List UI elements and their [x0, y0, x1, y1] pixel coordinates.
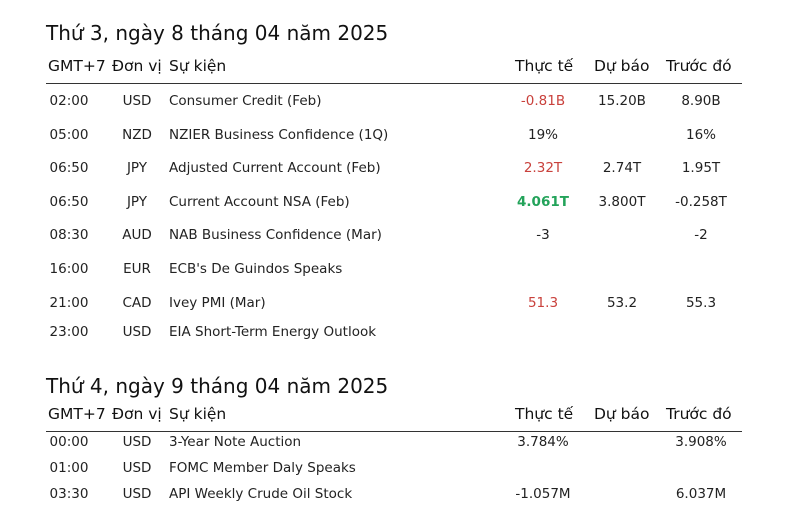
day-title: Thứ 4, ngày 9 tháng 04 năm 2025	[46, 374, 389, 398]
table-row: 21:00 CAD Ivey PMI (Mar) 51.3 53.2 55.3	[46, 295, 742, 315]
table-header: GMT+7 Đơn vị Sự kiện Thực tế Dự báo Trướ…	[46, 57, 742, 84]
event-time: 03:30	[49, 486, 89, 502]
event-name: Adjusted Current Account (Feb)	[169, 160, 381, 176]
event-time: 16:00	[49, 261, 89, 277]
event-currency: USD	[122, 93, 152, 109]
event-currency: EUR	[123, 261, 151, 277]
event-currency: NZD	[122, 127, 152, 143]
event-actual: 3.784%	[517, 434, 569, 450]
event-name: API Weekly Crude Oil Stock	[169, 486, 353, 502]
event-currency: AUD	[122, 227, 152, 243]
table-row: 16:00 EUR ECB's De Guindos Speaks	[46, 261, 742, 281]
event-time: 23:00	[49, 324, 89, 340]
event-name: ECB's De Guindos Speaks	[169, 261, 343, 277]
event-actual: 51.3	[527, 295, 559, 311]
event-time: 06:50	[49, 160, 89, 176]
event-currency: USD	[122, 324, 152, 340]
header-time: GMT+7	[48, 57, 106, 75]
event-name: NAB Business Confidence (Mar)	[169, 227, 382, 243]
event-actual: -1.057M	[515, 486, 571, 502]
header-forecast: Dự báo	[594, 57, 650, 75]
table-header: GMT+7 Đơn vị Sự kiện Thực tế Dự báo Trướ…	[46, 405, 742, 432]
event-previous: -2	[694, 227, 708, 243]
header-currency: Đơn vị	[112, 405, 162, 423]
event-name: 3-Year Note Auction	[169, 434, 302, 450]
header-event: Sự kiện	[169, 57, 227, 75]
event-time: 05:00	[49, 127, 89, 143]
table-row: 08:30 AUD NAB Business Confidence (Mar) …	[46, 227, 742, 247]
table-row: 06:50 JPY Current Account NSA (Feb) 4.06…	[46, 194, 742, 214]
table-row: 00:00 USD 3-Year Note Auction 3.784% 3.9…	[46, 434, 742, 454]
header-time: GMT+7	[48, 405, 106, 423]
header-currency: Đơn vị	[112, 57, 162, 75]
event-name: Current Account NSA (Feb)	[169, 194, 350, 210]
event-time: 08:30	[49, 227, 89, 243]
table-row: 06:50 JPY Adjusted Current Account (Feb)…	[46, 160, 742, 180]
header-actual: Thực tế	[515, 57, 574, 75]
event-time: 00:00	[49, 434, 89, 450]
event-currency: JPY	[126, 194, 148, 210]
event-currency: JPY	[126, 160, 148, 176]
day-title: Thứ 3, ngày 8 tháng 04 năm 2025	[46, 21, 389, 45]
event-time: 01:00	[49, 460, 89, 476]
event-previous: 3.908%	[675, 434, 727, 450]
event-actual: 4.061T	[517, 194, 569, 210]
event-actual: -3	[536, 227, 550, 243]
event-time: 02:00	[49, 93, 89, 109]
event-currency: USD	[122, 486, 152, 502]
event-previous: 55.3	[685, 295, 717, 311]
event-actual: 19%	[527, 127, 558, 143]
event-name: Ivey PMI (Mar)	[169, 295, 266, 311]
table-row: 03:30 USD API Weekly Crude Oil Stock -1.…	[46, 486, 742, 506]
event-currency: USD	[122, 460, 152, 476]
table-row: 05:00 NZD NZIER Business Confidence (1Q)…	[46, 127, 742, 147]
header-event: Sự kiện	[169, 405, 227, 423]
event-currency: CAD	[122, 295, 152, 311]
header-forecast: Dự báo	[594, 405, 650, 423]
event-previous: 1.95T	[681, 160, 721, 176]
table-row: 01:00 USD FOMC Member Daly Speaks	[46, 460, 742, 480]
event-actual: 2.32T	[523, 160, 563, 176]
event-name: EIA Short-Term Energy Outlook	[169, 324, 377, 340]
event-forecast: 53.2	[606, 295, 638, 311]
event-previous: -0.258T	[675, 194, 727, 210]
header-previous: Trước đó	[666, 57, 732, 75]
event-currency: USD	[122, 434, 152, 450]
header-previous: Trước đó	[666, 405, 732, 423]
event-name: FOMC Member Daly Speaks	[169, 460, 356, 476]
event-name: NZIER Business Confidence (1Q)	[169, 127, 389, 143]
event-actual: -0.81B	[520, 93, 566, 109]
event-previous: 16%	[685, 127, 716, 143]
event-previous: 8.90B	[681, 93, 721, 109]
event-time: 21:00	[49, 295, 89, 311]
event-name: Consumer Credit (Feb)	[169, 93, 322, 109]
table-row: 23:00 USD EIA Short-Term Energy Outlook	[46, 324, 742, 344]
header-actual: Thực tế	[515, 405, 574, 423]
event-forecast: 15.20B	[598, 93, 646, 109]
event-previous: 6.037M	[675, 486, 727, 502]
event-time: 06:50	[49, 194, 89, 210]
event-forecast: 3.800T	[598, 194, 646, 210]
table-row: 02:00 USD Consumer Credit (Feb) -0.81B 1…	[46, 93, 742, 113]
event-forecast: 2.74T	[602, 160, 642, 176]
